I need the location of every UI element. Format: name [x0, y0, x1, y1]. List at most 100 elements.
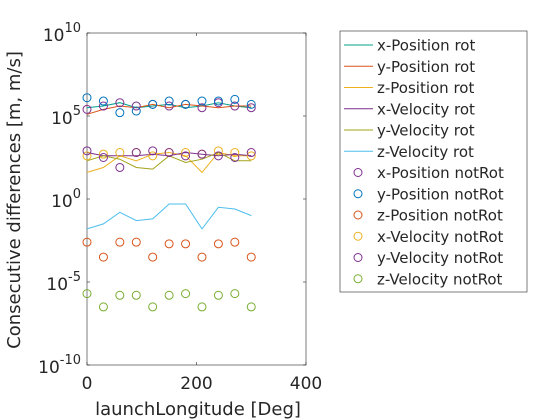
data-point: [115, 108, 125, 118]
y-axis-label: Consecutive differences [m, m/s]: [4, 51, 25, 349]
data-point: [181, 289, 191, 299]
data-point: [131, 148, 141, 158]
y-tick-label: 100: [51, 187, 81, 212]
legend-box: [339, 30, 528, 293]
data-point: [197, 302, 207, 312]
legend-label: y-Position rot: [377, 58, 475, 76]
series-y-velocity-rot: [86, 151, 252, 170]
data-point: [98, 149, 108, 159]
data-point: [131, 290, 141, 300]
data-point: [82, 151, 92, 161]
data-point: [164, 239, 174, 249]
data-point: [213, 146, 223, 156]
legend-marker-swatch: [353, 189, 363, 199]
data-point: [98, 153, 108, 162]
series-z-position-rot: [86, 151, 252, 174]
series-line: [86, 102, 252, 109]
data-point: [230, 94, 240, 104]
data-point: [82, 93, 92, 103]
data-point: [82, 289, 92, 299]
data-point: [115, 148, 125, 158]
legend-entry: y-Velocity rot: [344, 122, 475, 140]
axes: 0 200 400 1010 105 100 10-5 10-10: [38, 21, 322, 394]
data-point: [230, 153, 240, 162]
data-point: [131, 106, 141, 116]
legend-marker-swatch: [353, 231, 363, 241]
legend-label: z-Position rot: [377, 79, 474, 97]
legend-label: y-Position notRot: [377, 185, 504, 203]
x-tick-label: 200: [180, 374, 212, 394]
data-point: [197, 96, 207, 106]
series-z-velocity-notrot: [82, 289, 256, 312]
data-point: [246, 151, 256, 161]
data-point: [131, 101, 141, 111]
x-tick-label: 0: [82, 374, 93, 394]
series-line: [86, 151, 252, 170]
data-point: [115, 290, 125, 300]
series-y-position-notrot: [82, 93, 256, 118]
plot-frame: [86, 32, 307, 366]
legend-entry: y-Velocity notRot: [353, 249, 503, 267]
series-line: [86, 103, 252, 115]
data-point: [148, 302, 158, 312]
data-point: [246, 252, 256, 262]
data-point: [164, 148, 174, 158]
x-tick-label: 400: [290, 374, 322, 394]
legend-entry: x-Position rot: [344, 37, 475, 55]
legend-label: x-Position rot: [377, 37, 475, 55]
legend-entry: x-Position notRot: [353, 164, 504, 182]
data-point: [115, 98, 125, 108]
data-point: [246, 99, 256, 109]
legend-label: y-Velocity notRot: [377, 249, 503, 267]
legend-entry: z-Position rot: [344, 79, 474, 97]
data-point: [164, 96, 174, 106]
data-point: [181, 99, 191, 109]
series-line: [86, 203, 252, 230]
legend-marker-swatch: [353, 274, 363, 284]
data-point: [181, 148, 191, 158]
legend-label: y-Velocity rot: [377, 122, 475, 140]
legend: x-Position rot y-Position rot z-Position r…: [339, 30, 528, 293]
data-point: [181, 239, 191, 249]
y-tick-label: 1010: [43, 21, 81, 46]
data-point: [148, 252, 158, 262]
series-x-position-rot: [86, 102, 252, 109]
data-point: [115, 237, 125, 247]
legend-label: z-Position notRot: [377, 207, 503, 225]
data-point: [230, 237, 240, 247]
series-line: [86, 151, 252, 174]
data-point: [213, 290, 223, 300]
data-point: [230, 148, 240, 158]
legend-entry: x-Velocity rot: [344, 100, 475, 118]
data-point: [246, 103, 256, 113]
y-tick-label: 10-5: [46, 270, 81, 295]
data-point: [197, 103, 207, 113]
data-point: [197, 252, 207, 262]
series-layer: [82, 93, 256, 312]
legend-entry: y-Position rot: [344, 58, 475, 76]
data-point: [181, 151, 191, 161]
data-point: [213, 239, 223, 249]
data-point: [213, 96, 223, 106]
legend-label: z-Velocity rot: [377, 143, 474, 161]
series-z-velocity-rot: [86, 203, 252, 230]
data-point: [230, 289, 240, 299]
legend-entry: x-Velocity notRot: [353, 228, 504, 246]
plot-area: [86, 32, 307, 366]
series-y-velocity-notrot: [82, 146, 256, 172]
data-point: [115, 162, 125, 172]
data-point: [82, 146, 92, 156]
legend-marker-swatch: [353, 210, 363, 220]
data-point: [82, 104, 92, 114]
data-point: [213, 151, 223, 161]
data-point: [246, 148, 256, 158]
legend-entry: z-Velocity notRot: [353, 270, 503, 288]
x-axis-label: launchLongitude [Deg]: [95, 399, 301, 420]
legend-entry: y-Position notRot: [353, 185, 504, 203]
y-tick-label: 105: [51, 104, 81, 129]
data-point: [164, 101, 174, 111]
data-point: [98, 101, 108, 111]
data-point: [82, 237, 92, 247]
data-point: [98, 252, 108, 262]
